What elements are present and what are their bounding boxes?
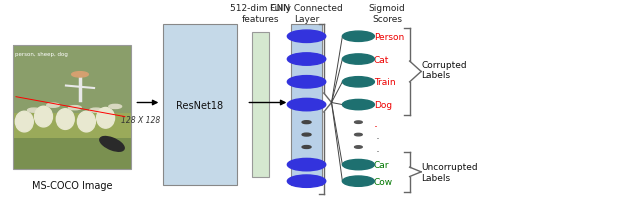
Circle shape [342,32,374,42]
Ellipse shape [15,112,33,132]
Text: Uncorrupted
Labels: Uncorrupted Labels [421,162,477,182]
Text: Sigmoid
Scores: Sigmoid Scores [369,4,406,23]
Ellipse shape [77,112,95,132]
Circle shape [287,159,326,171]
Circle shape [342,100,374,110]
Circle shape [355,146,362,149]
Bar [13,45,131,169]
Text: Train: Train [374,78,396,87]
Circle shape [90,109,102,113]
Text: .: . [374,116,378,129]
Circle shape [302,146,311,149]
Circle shape [287,99,326,111]
Text: .: . [376,129,380,141]
Text: ResNet18: ResNet18 [177,100,223,110]
Bar [291,25,322,185]
Circle shape [302,133,311,136]
Text: Dog: Dog [374,101,392,110]
Text: Fully Connected
Layer: Fully Connected Layer [270,4,343,23]
Text: .: . [376,141,380,154]
Circle shape [287,31,326,43]
Ellipse shape [97,108,115,129]
Circle shape [342,176,374,186]
Circle shape [342,55,374,65]
Ellipse shape [35,107,52,127]
Circle shape [342,160,374,170]
Circle shape [355,121,362,124]
Text: person, sheep, dog: person, sheep, dog [15,52,68,56]
Circle shape [68,106,81,110]
Circle shape [109,105,122,109]
Circle shape [28,109,40,113]
Text: 512-dim CNN
features: 512-dim CNN features [230,4,291,23]
Circle shape [302,121,311,124]
Circle shape [342,77,374,88]
Text: 128 X 128: 128 X 128 [121,115,161,124]
Bar [13,45,131,113]
Text: MS-COCO Image: MS-COCO Image [32,180,112,190]
Bar [163,25,237,185]
Circle shape [287,54,326,66]
Circle shape [72,72,88,78]
Bar [13,138,131,169]
Text: Car: Car [374,160,389,169]
Text: Corrupted
Labels: Corrupted Labels [421,60,467,80]
Ellipse shape [100,137,124,152]
Text: Person: Person [374,33,404,42]
Circle shape [355,134,362,136]
Ellipse shape [56,109,74,130]
Text: Cat: Cat [374,55,389,64]
Bar [13,113,131,169]
Circle shape [47,104,60,108]
Bar [252,33,269,177]
Text: Cow: Cow [374,177,393,186]
Circle shape [287,76,326,89]
Circle shape [287,175,326,187]
